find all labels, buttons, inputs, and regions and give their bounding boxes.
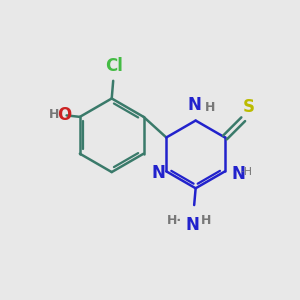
Text: H: H — [205, 101, 215, 114]
Text: N: N — [186, 216, 200, 234]
Text: H: H — [201, 214, 211, 227]
Text: ·H: ·H — [241, 167, 253, 177]
Text: H: H — [49, 108, 59, 121]
Text: N: N — [231, 165, 245, 183]
Text: Cl: Cl — [105, 57, 123, 75]
Text: N: N — [187, 96, 201, 114]
Text: N: N — [151, 164, 165, 182]
Text: O: O — [57, 106, 71, 124]
Text: H·: H· — [167, 214, 182, 227]
Text: S: S — [242, 98, 254, 116]
